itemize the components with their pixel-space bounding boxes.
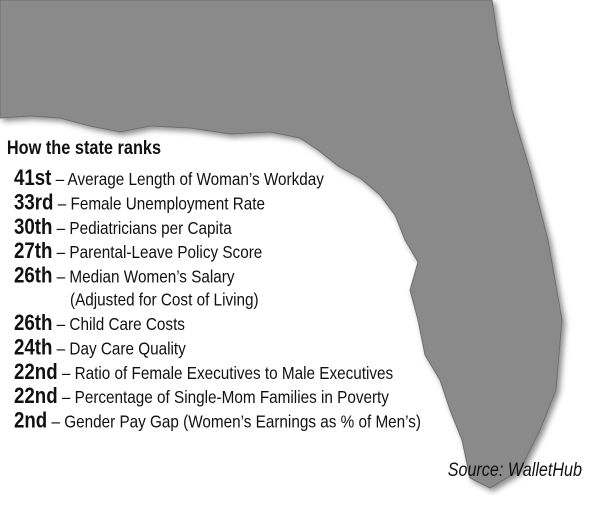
rank-label: – Percentage of Single-Mom Families in P… (62, 387, 390, 407)
rank-label: – Gender Pay Gap (Women’s Earnings as % … (51, 411, 421, 431)
rank-item: 26th – Child Care Costs (14, 312, 185, 336)
rank: 26th (14, 312, 52, 336)
rank: 33rd (14, 191, 53, 215)
rank: 27th (14, 240, 52, 264)
rank-item: 30th – Pediatricians per Capita (14, 215, 232, 239)
rank-item: 27th – Parental-Leave Policy Score (14, 240, 262, 264)
rank-label: – Average Length of Woman’s Workday (56, 169, 325, 189)
rank: 26th (14, 264, 52, 288)
rank-item: 22nd – Ratio of Female Executives to Male… (14, 360, 393, 384)
rank-item: 24th – Day Care Quality (14, 336, 186, 360)
rank-item: 2nd – Gender Pay Gap (Women’s Earnings as… (14, 409, 421, 433)
rank-item: 26th – Median Women’s Salary (14, 264, 235, 288)
florida-map (0, 0, 563, 489)
rank-label: – Child Care Costs (57, 314, 185, 334)
rank-label: – Female Unemployment Rate (58, 193, 265, 213)
rank: 24th (14, 336, 52, 360)
rank-label: – Pediatricians per Capita (57, 218, 233, 238)
rank-item: 41st – Average Length of Woman’s Workday (14, 167, 324, 191)
rank-item: 33rd – Female Unemployment Rate (14, 191, 265, 215)
rank-label: – Ratio of Female Executives to Male Exe… (62, 363, 393, 383)
rank: 22nd (14, 360, 58, 384)
rank: 2nd (14, 409, 47, 433)
heading: How the state ranks (7, 137, 161, 158)
rank-item: 22nd – Percentage of Single-Mom Families … (14, 385, 390, 409)
rank-label-continued: (Adjusted for Cost of Living) (70, 289, 259, 309)
rank-label: – Median Women’s Salary (57, 266, 235, 286)
rank-label: – Parental-Leave Policy Score (57, 242, 263, 262)
rank-label: – Day Care Quality (57, 338, 187, 358)
rank: 22nd (14, 385, 58, 409)
rank: 30th (14, 215, 52, 239)
source: Source: WalletHub (448, 459, 582, 481)
rank: 41st (14, 167, 52, 191)
rank-list: 41st – Average Length of Woman’s Workday3… (14, 167, 421, 433)
